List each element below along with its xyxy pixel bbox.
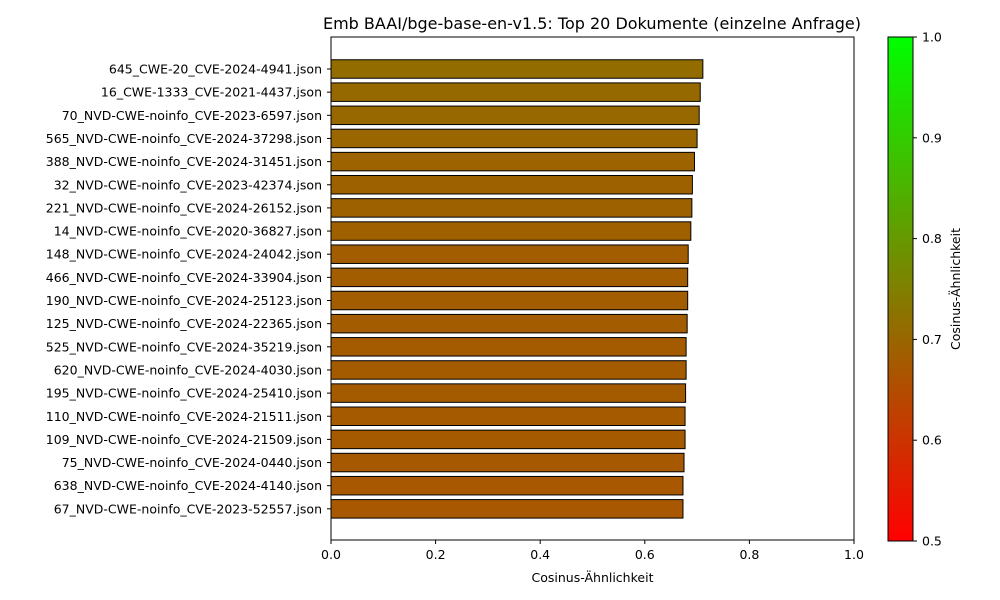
bar [330, 151, 695, 172]
x-axis-label: Cosinus-Ähnlichkeit [532, 570, 654, 585]
y-tick-label: 70_NVD-CWE-noinfo_CVE-2023-6597.json [62, 108, 322, 123]
x-tick-label: 0.4 [530, 547, 550, 562]
bar [330, 267, 689, 288]
y-tick-label: 388_NVD-CWE-noinfo_CVE-2024-31451.json [46, 154, 322, 169]
bar [330, 82, 701, 102]
colorbar-tick-label: 0.5 [922, 534, 942, 549]
x-tick-label: 0.2 [426, 547, 446, 562]
x-axis-ticks: 0.0 0.2 0.4 0.6 0.8 1.0 [321, 540, 864, 562]
colorbar-label: Cosinus-Ähnlichkeit [948, 228, 963, 350]
y-tick-label: 565_NVD-CWE-noinfo_CVE-2024-37298.json [46, 131, 322, 146]
colorbar-tick-label: 0.7 [922, 332, 942, 347]
bar [330, 452, 685, 473]
x-tick-label: 1.0 [844, 547, 864, 562]
y-tick-label: 75_NVD-CWE-noinfo_CVE-2024-0440.json [62, 455, 322, 470]
y-tick-label: 16_CWE-1333_CVE-2021-4437.json [101, 85, 322, 100]
bar [330, 221, 692, 241]
y-tick-label: 195_NVD-CWE-noinfo_CVE-2024-25410.json [46, 386, 322, 401]
y-tick-label: 620_NVD-CWE-noinfo_CVE-2024-4030.json [54, 362, 322, 377]
colorbar-tick-label: 0.8 [922, 231, 942, 246]
y-tick-label: 125_NVD-CWE-noinfo_CVE-2024-22365.json [46, 316, 322, 331]
x-tick-label: 0.6 [635, 547, 655, 562]
y-tick-label: 110_NVD-CWE-noinfo_CVE-2024-21511.json [46, 409, 322, 424]
bars-layer [330, 59, 704, 519]
colorbar-ticks: 0.5 0.6 0.7 0.8 0.9 1.0 [913, 30, 942, 549]
x-tick-label: 0.0 [321, 547, 341, 562]
y-tick-labels: 645_CWE-20_CVE-2024-4941.json 16_CWE-1333… [46, 62, 331, 516]
bar [330, 499, 684, 519]
bar [330, 198, 693, 218]
y-tick-label: 109_NVD-CWE-noinfo_CVE-2024-21509.json [46, 432, 322, 447]
x-tick-label: 0.8 [739, 547, 759, 562]
y-tick-label: 645_CWE-20_CVE-2024-4941.json [109, 62, 322, 77]
colorbar-tick-label: 0.6 [922, 433, 942, 448]
bar [330, 290, 689, 311]
y-tick-label: 32_NVD-CWE-noinfo_CVE-2023-42374.json [54, 177, 322, 192]
bar [330, 175, 693, 195]
y-tick-label: 14_NVD-CWE-noinfo_CVE-2020-36827.json [54, 224, 322, 239]
chart-title: Emb BAAI/bge-base-en-v1.5: Top 20 Dokume… [323, 14, 861, 33]
y-tick-label: 638_NVD-CWE-noinfo_CVE-2024-4140.json [54, 478, 322, 493]
bar [330, 406, 686, 426]
bar [330, 128, 698, 149]
bar [330, 337, 687, 357]
bar [330, 59, 704, 79]
colorbar-tick-label: 0.9 [922, 130, 942, 145]
bar [330, 429, 686, 450]
bar [330, 383, 687, 403]
bar [330, 475, 684, 496]
colorbar [887, 36, 914, 542]
plot-frame [330, 36, 855, 541]
y-tick-label: 466_NVD-CWE-noinfo_CVE-2024-33904.json [46, 270, 322, 285]
y-tick-label: 190_NVD-CWE-noinfo_CVE-2024-25123.json [46, 293, 322, 308]
y-tick-label: 67_NVD-CWE-noinfo_CVE-2023-52557.json [54, 501, 322, 516]
y-tick-label: 221_NVD-CWE-noinfo_CVE-2024-26152.json [46, 200, 322, 215]
bar [330, 360, 687, 380]
bar [330, 244, 689, 264]
bar [330, 105, 700, 126]
colorbar-tick-label: 1.0 [922, 30, 942, 45]
bar [330, 313, 688, 334]
y-tick-label: 148_NVD-CWE-noinfo_CVE-2024-24042.json [46, 247, 322, 262]
y-tick-label: 525_NVD-CWE-noinfo_CVE-2024-35219.json [46, 339, 322, 354]
